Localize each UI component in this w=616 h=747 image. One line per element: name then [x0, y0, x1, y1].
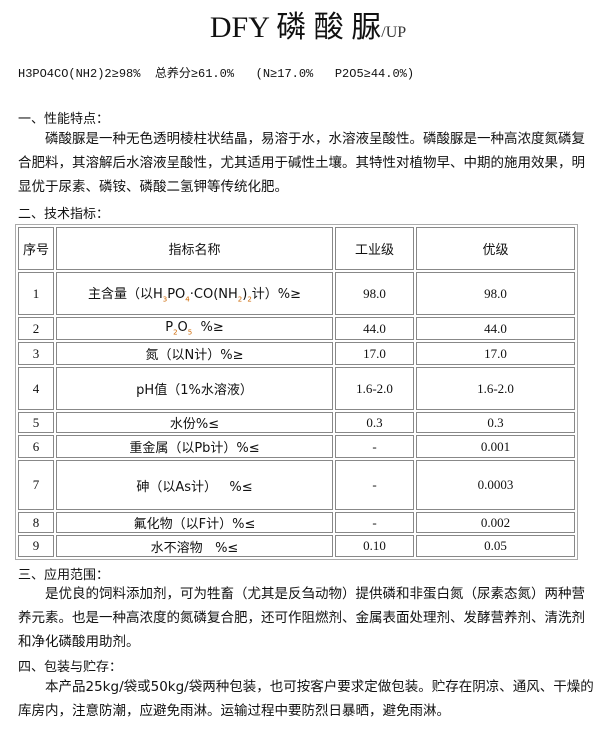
cell-name: pH值（1%水溶液）: [56, 367, 333, 410]
title-main: DFY 磷 酸 脲: [209, 11, 382, 44]
table-row: 2 P2O5 %≥ 44.0 44.0: [18, 317, 575, 340]
table-row: 6 重金属（以Pb计）%≤ -0.001: [18, 435, 575, 458]
name-part: ·CO(NH: [189, 287, 238, 303]
name-part: 2: [247, 295, 252, 304]
cell-industrial: 98.0: [335, 272, 414, 315]
name-part: pH值（1%水溶液）: [136, 383, 253, 398]
cell-premium: 0.0003: [416, 460, 575, 510]
table-row: 3 氮（以N计）%≥ 17.0 17.0: [18, 342, 575, 365]
cell-name: 水不溶物 %≤: [56, 535, 333, 557]
cell-industrial: 17.0: [335, 342, 414, 365]
cell-name: 砷（以As计） %≤: [56, 460, 333, 510]
cell-premium: 98.0: [416, 272, 575, 315]
cell-no: 9: [18, 535, 54, 557]
header-cell: 序号: [18, 227, 54, 270]
header-cell: 工业级: [335, 227, 414, 270]
table-row: 8 氟化物（以F计）%≤ -0.002: [18, 512, 575, 533]
section-heading: 四、包装与贮存：: [18, 660, 123, 675]
cell-premium: 0.05: [416, 535, 575, 557]
header-cell: 优级: [416, 227, 575, 270]
name-part: 氟化物（以F计）%≤: [133, 517, 256, 532]
table-row: 7 砷（以As计） %≤ -0.0003: [18, 460, 575, 510]
table-row: 5 水份%≤ 0.3 0.3: [18, 412, 575, 433]
cell-premium: 0.001: [416, 435, 575, 458]
title-suffix: /UP: [381, 24, 407, 41]
cell-premium: 0.002: [416, 512, 575, 533]
cell-industrial: 0.3: [335, 412, 414, 433]
name-part: 计）%≥: [251, 287, 302, 303]
cell-industrial: -: [335, 512, 414, 533]
table-header-row: 序号 指标名称 工业级 优级: [18, 227, 575, 270]
cell-no: 2: [18, 317, 54, 340]
cell-no: 7: [18, 460, 54, 510]
cell-name: P2O5 %≥: [56, 317, 333, 340]
name-part: 3: [162, 295, 168, 304]
name-part: 氮（以N计）%≥: [145, 348, 244, 363]
cell-name: 水份%≤: [56, 412, 333, 433]
table-row: 9 水不溶物 %≤ 0.10 0.05: [18, 535, 575, 557]
name-part: 重金属（以Pb计）%≤: [129, 441, 260, 456]
cell-name: 重金属（以Pb计）%≤: [56, 435, 333, 458]
cell-no: 5: [18, 412, 54, 433]
cell-premium: 17.0: [416, 342, 575, 365]
name-part: 5: [187, 328, 193, 337]
cell-name: 氟化物（以F计）%≤: [56, 512, 333, 533]
name-part: PO: [167, 287, 186, 303]
section-text: 是优良的饲料添加剂，可为牲畜（尤其是反刍动物）提供磷和非蛋白氮（尿素态氮）两种营…: [18, 586, 585, 650]
cell-no: 8: [18, 512, 54, 533]
cell-no: 6: [18, 435, 54, 458]
section-heading: 二、技术指标：: [18, 207, 110, 222]
cell-industrial: 44.0: [335, 317, 414, 340]
name-part: 主含量（以H: [87, 287, 163, 303]
name-part: P: [165, 320, 174, 336]
name-part: %≥: [192, 320, 224, 336]
name-part: 4: [185, 295, 190, 304]
formula-line: H3PO4CO(NH2)2≥98% 总养分≥61.0% (N≥17.0% P2O…: [18, 67, 415, 81]
cell-no: 1: [18, 272, 54, 315]
cell-no: 4: [18, 367, 54, 410]
name-part: 2: [173, 328, 178, 337]
cell-industrial: 0.10: [335, 535, 414, 557]
cell-premium: 44.0: [416, 317, 575, 340]
section-text: 磷酸脲是一种无色透明棱柱状结晶，易溶于水，水溶液呈酸性。磷酸脲是一种高浓度氮磷复…: [18, 131, 585, 195]
name-part: 砷（以As计） %≤: [136, 479, 253, 495]
name-part: 水不溶物 %≤: [150, 540, 239, 556]
spec-table: 序号 指标名称 工业级 优级 1 主含量（以H3PO4·CO(NH2)2计）%≥ 9…: [15, 224, 578, 560]
page-title: DFY 磷 酸 脲/UP: [0, 2, 616, 46]
name-part: 2: [237, 295, 243, 304]
name-part: O: [177, 320, 188, 336]
cell-industrial: -: [335, 460, 414, 510]
section-text: 本产品25kg/袋或50kg/袋两种包装，也可按客户要求定做包装。贮存在阴凉、通…: [18, 679, 594, 719]
section-heading: 一、性能特点：: [18, 112, 110, 127]
header-cell: 指标名称: [56, 227, 333, 270]
cell-industrial: 1.6-2.0: [335, 367, 414, 410]
section-heading: 三、应用范围：: [18, 568, 110, 583]
cell-name: 主含量（以H3PO4·CO(NH2)2计）%≥: [56, 272, 333, 315]
cell-no: 3: [18, 342, 54, 365]
cell-premium: 0.3: [416, 412, 575, 433]
cell-premium: 1.6-2.0: [416, 367, 575, 410]
name-part: 水份%≤: [169, 417, 220, 432]
cell-industrial: -: [335, 435, 414, 458]
cell-name: 氮（以N计）%≥: [56, 342, 333, 365]
table-row: 1 主含量（以H3PO4·CO(NH2)2计）%≥ 98.0 98.0: [18, 272, 575, 315]
table-row: 4 pH值（1%水溶液） 1.6-2.0 1.6-2.0: [18, 367, 575, 410]
name-part: ): [242, 287, 248, 303]
